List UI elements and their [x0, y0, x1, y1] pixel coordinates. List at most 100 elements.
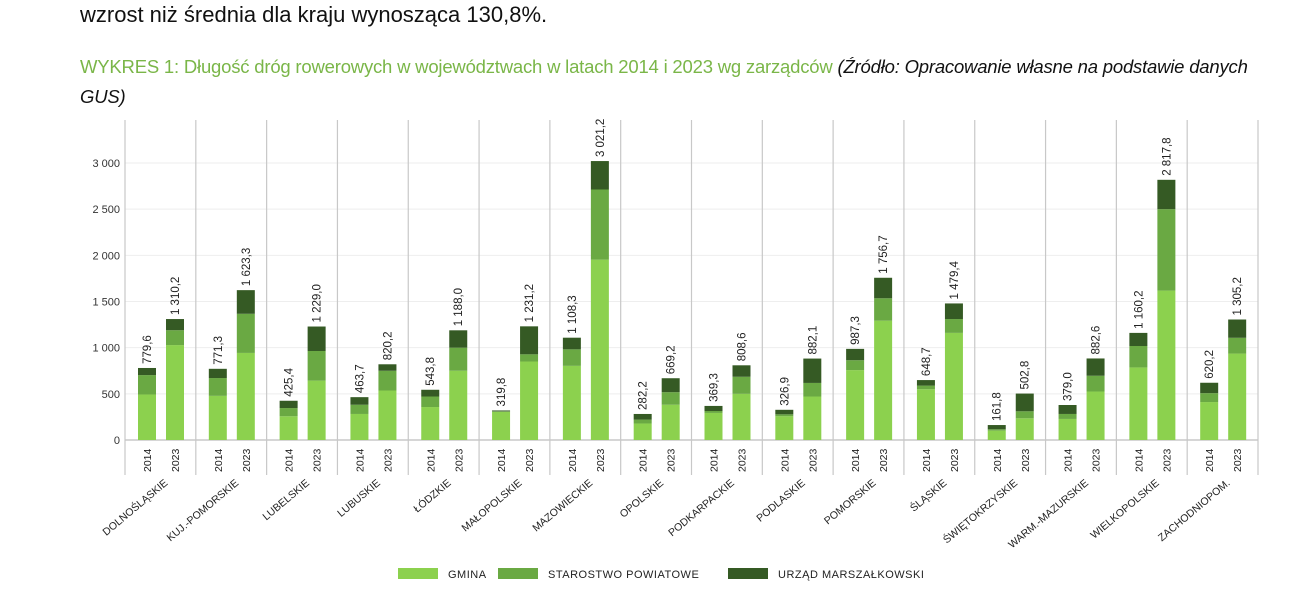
bar-segment-urząd-marszałkowski [421, 389, 440, 397]
legend-label: GMINA [448, 569, 487, 581]
bar-segment-starostwo-powiatowe [138, 375, 156, 395]
bar-total-label: 282,2 [638, 381, 650, 410]
bar-segment-starostwo-powiatowe [1157, 209, 1176, 291]
bar-total-label: 2 817,8 [1161, 137, 1173, 175]
bar-segment-starostwo-powiatowe [562, 349, 581, 366]
bar-segment-urząd-marszałkowski [492, 410, 511, 412]
year-label: 2023 [737, 448, 749, 472]
year-label: 2023 [382, 448, 394, 472]
bar-segment-starostwo-powiatowe [590, 189, 609, 260]
year-label: 2014 [496, 448, 508, 472]
bar-segment-urząd-marszałkowski [1228, 319, 1247, 338]
y-tick-label: 500 [102, 389, 120, 401]
bar-segment-starostwo-powiatowe [378, 370, 397, 391]
bar-segment-gmina [138, 394, 156, 440]
year-label: 2014 [284, 448, 296, 472]
year-label: 2014 [779, 448, 791, 472]
bar-total-label: 808,6 [737, 333, 749, 362]
year-label: 2023 [453, 448, 465, 472]
bar-segment-urząd-marszałkowski [236, 290, 255, 314]
bar-total-label: 882,6 [1091, 326, 1103, 355]
bar-segment-gmina [1129, 367, 1148, 440]
bar-total-label: 820,2 [382, 332, 394, 361]
bar-segment-urząd-marszałkowski [562, 337, 581, 350]
bar-total-label: 1 310,2 [170, 277, 182, 315]
bar-segment-starostwo-powiatowe [846, 360, 865, 371]
bar-segment-gmina [378, 390, 397, 440]
bar-segment-gmina [520, 361, 539, 440]
bar-segment-gmina [803, 396, 822, 440]
bar-segment-gmina [1086, 391, 1105, 440]
bar-segment-urząd-marszałkowski [633, 413, 652, 420]
category-label: POMORSKIE [822, 477, 878, 527]
bar-segment-gmina [166, 345, 184, 440]
bar-segment-gmina [1200, 402, 1219, 440]
bar-segment-starostwo-powiatowe [874, 298, 893, 321]
category-label: ŚLĄSKIE [907, 476, 949, 514]
bar-segment-urząd-marszałkowski [1058, 405, 1077, 414]
category-label: PODKARPACKIE [666, 477, 737, 539]
year-label: 2023 [666, 448, 678, 472]
bar-segment-starostwo-powiatowe [166, 330, 184, 346]
bar-segment-urząd-marszałkowski [916, 380, 935, 386]
bar-segment-starostwo-powiatowe [520, 354, 539, 362]
year-label: 2014 [992, 448, 1004, 472]
bar-segment-starostwo-powiatowe [704, 411, 723, 413]
bar-segment-gmina [661, 404, 680, 440]
category-label: OPOLSKIE [618, 477, 666, 520]
bar-segment-starostwo-powiatowe [1086, 375, 1105, 392]
bar-segment-urząd-marszałkowski [661, 378, 680, 393]
legend-label: STAROSTWO POWIATOWE [548, 569, 699, 581]
category-label: DOLNOŚLĄSKIE [100, 476, 171, 538]
bar-total-label: 463,7 [354, 364, 366, 393]
bar-segment-urząd-marszałkowski [803, 358, 822, 383]
y-tick-label: 1 500 [92, 297, 120, 309]
bar-segment-urząd-marszałkowski [208, 368, 227, 379]
year-label: 2014 [709, 448, 721, 472]
bar-segment-urząd-marszałkowski [138, 367, 156, 376]
category-label: MAZOWIECKIE [530, 477, 595, 534]
bar-segment-gmina [492, 411, 511, 440]
category-label: ŚWIĘTOKRZYSKIE [940, 476, 1020, 546]
bar-segment-starostwo-powiatowe [1058, 413, 1077, 419]
bar-segment-urząd-marszałkowski [732, 365, 751, 377]
bar-segment-starostwo-powiatowe [236, 313, 255, 353]
bar-segment-urząd-marszałkowski [350, 397, 369, 405]
bar-segment-starostwo-powiatowe [307, 350, 326, 381]
bar-total-label: 379,0 [1063, 372, 1075, 401]
bar-total-label: 369,3 [709, 373, 721, 402]
y-tick-label: 2 000 [92, 250, 120, 262]
bar-segment-gmina [987, 430, 1006, 440]
bar-total-label: 3 021,2 [595, 119, 607, 157]
bar-segment-urząd-marszałkowski [1200, 382, 1219, 394]
year-label: 2023 [949, 448, 961, 472]
category-label: ZACHODNIOPOM. [1156, 477, 1233, 544]
bar-segment-gmina [874, 320, 893, 440]
legend-label: URZĄD MARSZAŁKOWSKI [778, 569, 924, 581]
bar-segment-urząd-marszałkowski [1086, 358, 1105, 376]
legend-swatch [498, 568, 538, 579]
year-label: 2014 [638, 448, 650, 472]
year-label: 2014 [921, 448, 933, 472]
bar-segment-starostwo-powiatowe [633, 419, 652, 424]
y-tick-label: 0 [114, 435, 120, 447]
bar-segment-urząd-marszałkowski [590, 161, 609, 190]
bar-segment-gmina [775, 416, 794, 440]
bar-segment-urząd-marszałkowski [846, 348, 865, 361]
bar-segment-urząd-marszałkowski [874, 277, 893, 299]
year-label: 2023 [170, 448, 182, 472]
bar-segment-starostwo-powiatowe [449, 347, 468, 371]
bar-total-label: 326,9 [779, 377, 791, 406]
y-tick-label: 1 000 [92, 343, 120, 355]
year-label: 2023 [595, 448, 607, 472]
bar-segment-gmina [208, 395, 227, 440]
bar-segment-starostwo-powiatowe [987, 429, 1006, 431]
year-label: 2023 [1161, 448, 1173, 472]
category-label: KUJ.-POMORSKIE [165, 477, 242, 544]
year-label: 2014 [850, 448, 862, 472]
bar-segment-starostwo-powiatowe [1015, 411, 1034, 419]
bar-total-label: 1 160,2 [1133, 291, 1145, 329]
bar-segment-urząd-marszałkowski [1015, 393, 1034, 412]
bar-total-label: 779,6 [142, 335, 154, 364]
